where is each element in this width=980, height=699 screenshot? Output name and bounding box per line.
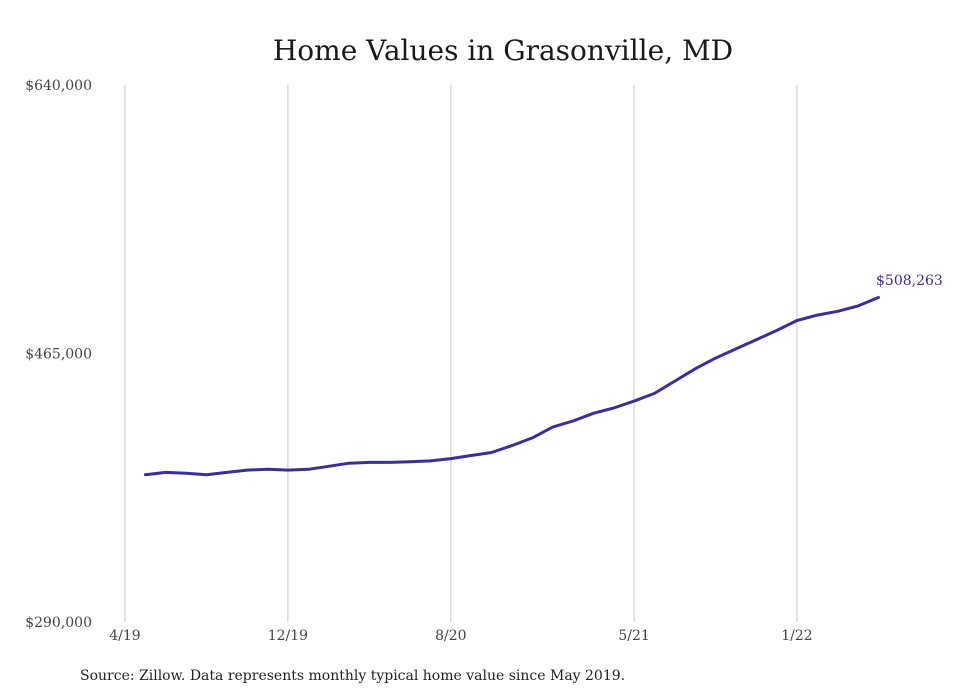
end-value-label: $508,263 [876, 273, 943, 289]
y-tick-label: $465,000 [25, 347, 92, 363]
x-tick-label: 12/19 [268, 628, 308, 644]
gridlines [124, 85, 798, 622]
x-tick-label: 1/22 [781, 628, 812, 644]
x-tick-label: 5/21 [618, 628, 649, 644]
x-tick-label: 8/20 [435, 628, 466, 644]
y-tick-label: $640,000 [25, 78, 92, 94]
source-note: Source: Zillow. Data represents monthly … [80, 668, 626, 684]
chart-title: Home Values in Grasonville, MD [273, 34, 733, 67]
y-tick-label: $290,000 [25, 615, 92, 631]
x-tick-label: 4/19 [109, 628, 140, 644]
x-axis-ticks: 4/19 12/19 8/20 5/21 1/22 [109, 628, 812, 644]
series-layer [143, 296, 880, 477]
series-line [143, 296, 880, 477]
y-axis-ticks: $640,000 $465,000 $290,000 [25, 78, 92, 631]
